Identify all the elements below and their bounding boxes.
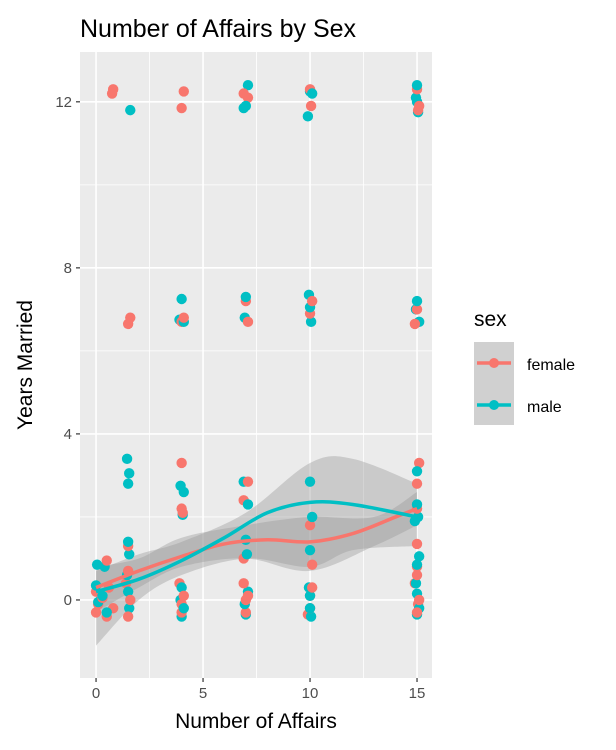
- x-tick-label: 5: [199, 685, 207, 702]
- x-tick-label: 15: [409, 685, 426, 702]
- male-point: [411, 80, 423, 91]
- female-point: [305, 100, 317, 112]
- female-point: [242, 476, 254, 487]
- male-point: [176, 582, 187, 593]
- legend-key-point-female: [489, 358, 499, 368]
- male-smooth-line: [95, 500, 418, 594]
- female-point: [177, 507, 188, 518]
- male-point: [178, 603, 189, 614]
- male-point: [124, 468, 135, 479]
- legend-title: sex: [474, 308, 507, 331]
- female-point: [306, 559, 318, 570]
- female-point: [176, 102, 187, 114]
- x-tick-label: 0: [92, 685, 100, 702]
- y-axis-title: Years Married: [14, 300, 37, 430]
- female-point: [413, 457, 425, 469]
- legend-label-male: male: [527, 399, 562, 416]
- female-point: [306, 295, 318, 307]
- male-point: [410, 578, 422, 589]
- male-point: [178, 486, 189, 498]
- female-ci-ribbon: [96, 492, 418, 613]
- female-point: [306, 582, 318, 593]
- male-point: [304, 603, 316, 614]
- female-smooth-line: [95, 506, 418, 590]
- male-point: [306, 511, 318, 523]
- legend: sex female male: [474, 308, 575, 425]
- female-point: [178, 86, 189, 97]
- y-tick-label: 8: [64, 260, 72, 277]
- x-axis-title: Number of Affairs: [175, 710, 337, 733]
- male-point: [122, 536, 134, 548]
- y-tick-label: 0: [64, 592, 72, 609]
- male-point: [125, 104, 136, 116]
- male-point: [242, 499, 254, 510]
- male-point: [124, 603, 135, 614]
- male-point: [241, 549, 253, 560]
- female-point: [178, 590, 189, 602]
- male-point: [122, 478, 134, 489]
- female-point: [90, 607, 102, 618]
- x-tick-label: 10: [302, 685, 319, 702]
- male-point: [411, 295, 423, 307]
- female-point: [176, 457, 187, 469]
- y-tick-label: 4: [64, 426, 72, 443]
- female-point: [304, 520, 316, 531]
- female-point: [125, 312, 136, 323]
- male-point: [411, 499, 423, 510]
- male-point: [304, 544, 316, 556]
- plot-panel: [80, 52, 432, 678]
- male-point: [304, 590, 316, 602]
- female-point: [411, 538, 423, 550]
- chart-title: Number of Affairs by Sex: [80, 15, 357, 43]
- legend-label-female: female: [527, 357, 575, 374]
- male-point: [302, 111, 314, 122]
- female-point: [242, 316, 254, 328]
- male-point: [304, 476, 316, 487]
- female-point: [107, 84, 119, 95]
- female-point: [413, 594, 425, 606]
- male-point: [101, 607, 112, 618]
- male-point: [412, 511, 424, 523]
- female-point: [178, 312, 189, 323]
- female-point: [411, 569, 423, 581]
- male-point: [305, 316, 317, 328]
- female-point: [242, 590, 254, 602]
- female-point: [238, 578, 249, 589]
- male-point: [413, 551, 425, 562]
- scatter-points: [90, 80, 425, 622]
- male-point: [306, 88, 318, 99]
- male-point: [240, 100, 252, 112]
- male-point: [124, 549, 135, 560]
- male-point: [121, 453, 133, 465]
- female-point: [101, 555, 112, 566]
- female-point: [413, 100, 425, 112]
- smooth-lines: [95, 500, 418, 594]
- y-tick-label: 12: [55, 94, 72, 111]
- male-point: [91, 559, 103, 570]
- male-point: [240, 291, 252, 303]
- female-point: [411, 607, 423, 618]
- legend-key-bg: [474, 342, 514, 425]
- legend-key-point-male: [489, 400, 499, 410]
- male-point: [305, 611, 317, 622]
- female-point: [122, 611, 134, 622]
- male-point: [242, 80, 254, 91]
- female-point: [411, 478, 423, 489]
- female-point: [125, 594, 136, 606]
- female-point: [240, 607, 252, 618]
- axis-ticks: 0 5 10 15 0 4 8 12: [55, 94, 425, 702]
- female-point: [409, 318, 421, 330]
- male-point: [122, 586, 134, 597]
- male-point: [411, 466, 423, 477]
- male-point: [97, 590, 108, 602]
- male-point: [411, 559, 423, 570]
- female-point: [411, 304, 423, 315]
- male-point: [176, 293, 187, 305]
- female-point: [238, 88, 249, 99]
